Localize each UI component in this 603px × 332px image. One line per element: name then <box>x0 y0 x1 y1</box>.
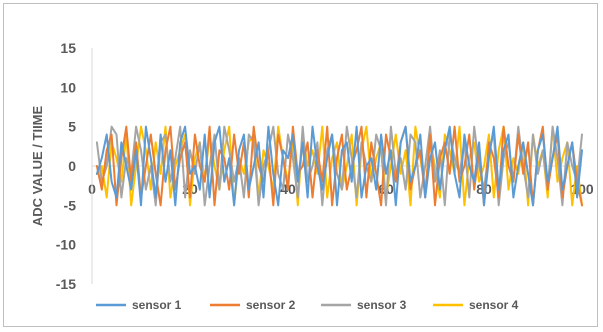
series-line-1 <box>95 125 583 207</box>
y-tick-label: -5 <box>64 197 77 213</box>
legend-label-2: sensor 2 <box>246 298 296 312</box>
series-lines <box>95 125 583 207</box>
series-line-4 <box>95 125 583 207</box>
y-tick-label: 0 <box>68 158 76 174</box>
legend-label-4: sensor 4 <box>469 298 519 312</box>
y-tick-label: -15 <box>56 276 76 292</box>
legend-label-1: sensor 1 <box>132 298 182 312</box>
y-tick-label: 15 <box>60 40 76 56</box>
y-tick-label: 5 <box>68 119 76 135</box>
y-tick-label: 10 <box>60 79 76 95</box>
legend: sensor 1 sensor 2 sensor 3 sensor 4 <box>96 298 519 312</box>
y-axis-ticks: 15 10 5 0 -5 -10 -15 <box>56 40 76 292</box>
y-tick-label: -10 <box>56 237 76 253</box>
y-axis-title: ADC VALUE / TIIME <box>30 105 45 226</box>
legend-label-3: sensor 3 <box>357 298 407 312</box>
